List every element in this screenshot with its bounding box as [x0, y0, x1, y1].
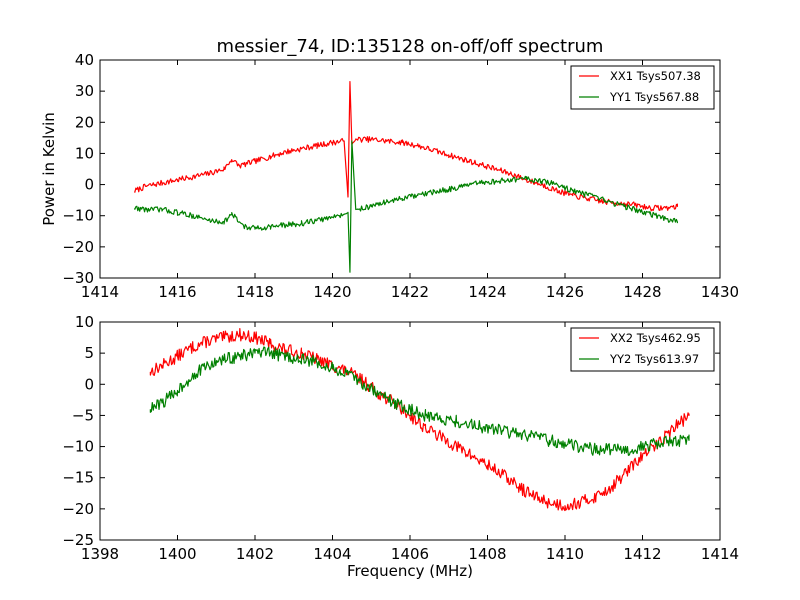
- top-x-ticks: 1414 1416 1418 1420 1422 1424 1426 1428 1430: [81, 60, 739, 301]
- bottom-x-tick-label: 1398: [81, 545, 119, 563]
- bottom-subplot: 1398 1400 1402 1404 1406 1408 1410 1412 1414 10 5…: [62, 313, 739, 580]
- bottom-y-tick-label: −5: [72, 406, 94, 424]
- top-y-tick-label: −20: [62, 238, 94, 256]
- bottom-y-tick-label: −25: [62, 531, 94, 549]
- bottom-x-tick-label: 1400: [158, 545, 196, 563]
- bottom-legend-label-yy2: YY2 Tsys613.97: [609, 352, 699, 366]
- bottom-legend-box: [570, 327, 715, 372]
- top-x-tick-label: 1428: [623, 283, 661, 301]
- top-y-tick-label: 10: [75, 144, 94, 162]
- bottom-series-line-yy: [149, 346, 690, 456]
- bottom-x-tick-label: 1404: [313, 545, 351, 563]
- bottom-x-tick-label: 1414: [701, 545, 739, 563]
- bottom-legend-label-xx2: XX2 Tsys462.95: [610, 331, 701, 345]
- bottom-x-tick-label: 1408: [468, 545, 506, 563]
- bottom-x-tick-label: 1406: [391, 545, 429, 563]
- top-subplot: messier_74, ID:135128 on-off/off spectru…: [40, 36, 739, 301]
- bottom-series-group: [149, 327, 690, 512]
- top-x-tick-label: 1418: [236, 283, 274, 301]
- bottom-legend: XX2 Tsys462.95 YY2 Tsys613.97: [570, 327, 715, 372]
- top-legend-box: [570, 65, 715, 110]
- bottom-x-tick-label: 1402: [236, 545, 274, 563]
- top-series-line-yy: [134, 140, 678, 273]
- bottom-x-axis-label: Frequency (MHz): [347, 562, 473, 580]
- top-legend: XX1 Tsys507.38 YY1 Tsys567.88: [570, 65, 715, 110]
- top-legend-label-yy1: YY1 Tsys567.88: [609, 90, 699, 104]
- top-x-tick-label: 1426: [546, 283, 584, 301]
- top-series-group: [134, 81, 678, 273]
- bottom-y-tick-label: 10: [75, 313, 94, 331]
- top-x-tick-label: 1422: [391, 283, 429, 301]
- top-y-tick-label: 20: [75, 113, 94, 131]
- top-x-tick-label: 1430: [701, 283, 739, 301]
- top-x-tick-label: 1424: [468, 283, 506, 301]
- top-y-tick-label: 0: [84, 176, 94, 194]
- bottom-y-ticks: 10 5 0 −5 −10 −15 −20 −25: [62, 313, 720, 549]
- bottom-y-tick-label: 5: [84, 344, 94, 362]
- bottom-series-line-xx: [149, 327, 690, 512]
- bottom-x-tick-label: 1410: [546, 545, 584, 563]
- bottom-y-tick-label: 0: [84, 375, 94, 393]
- top-y-axis-label: Power in Kelvin: [40, 112, 58, 226]
- bottom-y-tick-label: −20: [62, 500, 94, 518]
- bottom-y-tick-label: −10: [62, 438, 94, 456]
- top-x-tick-label: 1416: [158, 283, 196, 301]
- top-chart-title: messier_74, ID:135128 on-off/off spectru…: [217, 36, 604, 57]
- top-y-tick-label: −10: [62, 207, 94, 225]
- bottom-y-tick-label: −15: [62, 469, 94, 487]
- top-y-tick-label: 40: [75, 51, 94, 69]
- top-y-ticks: 40 30 20 10 0 −10 −20 −30: [62, 51, 720, 287]
- top-legend-label-xx1: XX1 Tsys507.38: [610, 69, 701, 83]
- top-series-line-xx: [134, 81, 678, 212]
- top-y-tick-label: 30: [75, 82, 94, 100]
- bottom-x-ticks: 1398 1400 1402 1404 1406 1408 1410 1412 1414: [81, 322, 739, 563]
- top-x-tick-label: 1414: [81, 283, 119, 301]
- top-x-tick-label: 1420: [313, 283, 351, 301]
- bottom-x-tick-label: 1412: [623, 545, 661, 563]
- top-y-tick-label: −30: [62, 269, 94, 287]
